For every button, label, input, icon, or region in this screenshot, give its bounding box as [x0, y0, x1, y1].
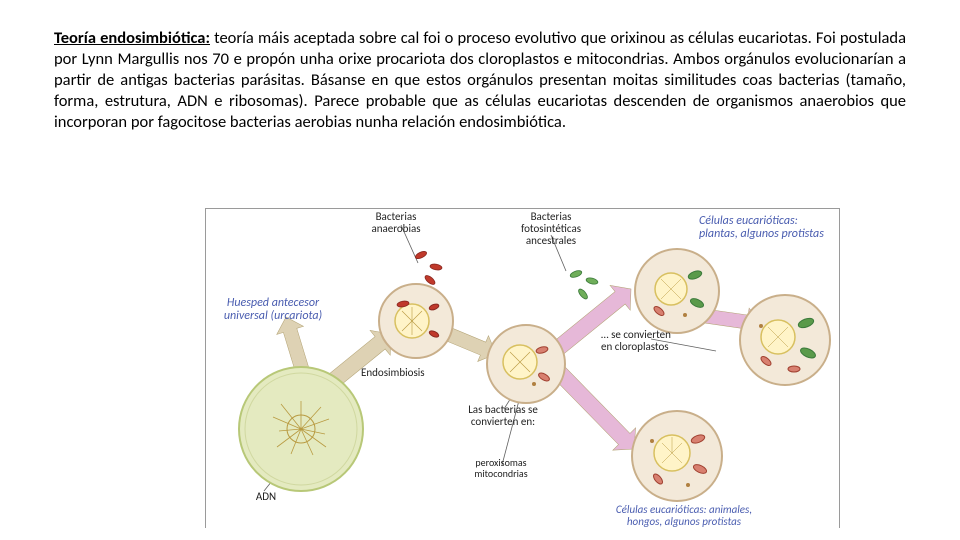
endosymbiosis-diagram: Bacteriasanaerobias Bacteriasfotosintéti…	[205, 208, 840, 528]
intro-paragraph: Teoría endosimbiótica: teoría máis acept…	[54, 28, 906, 134]
label-endosimbiosis: Endosimbiosis	[361, 367, 451, 379]
label-euk-plants: Células eucarióticas:plantas, algunos pr…	[699, 215, 839, 241]
label-se-convierten: … se conviertenen cloroplastos	[601, 329, 701, 353]
label-adn: ADN	[246, 491, 286, 503]
label-huesped: Huesped antecesoruniversal (urcariota)	[208, 297, 338, 323]
intro-title: Teoría endosimbiótica:	[54, 28, 210, 48]
label-perox-mito: peroxisomasmitocondrias	[456, 457, 546, 479]
bacteria-fotosinteticas	[206, 209, 841, 529]
label-bact-foto: Bacteriasfotosintéticasancestrales	[506, 211, 596, 247]
label-bact-convierten: Las bacterias seconvierten en:	[448, 404, 558, 428]
label-euk-animals: Células eucarióticas: animales,hongos, a…	[584, 504, 784, 528]
label-bact-anaerobias: Bacteriasanaerobias	[356, 211, 436, 235]
